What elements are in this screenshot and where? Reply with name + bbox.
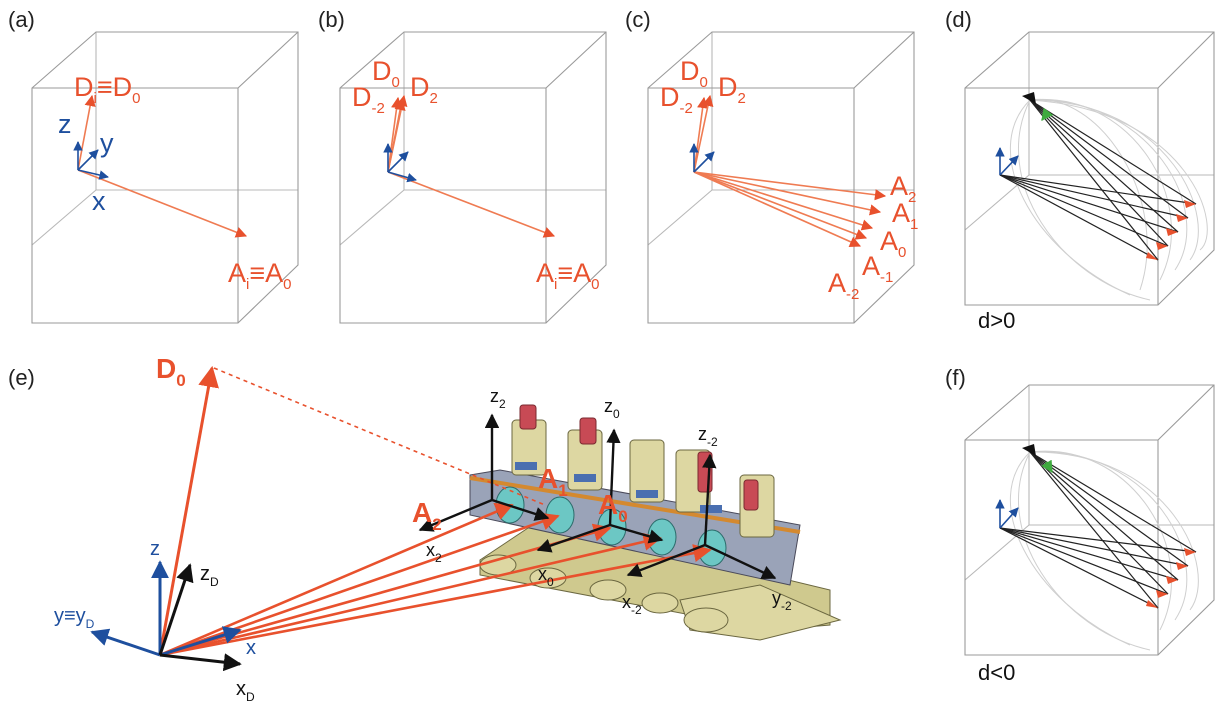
dashed-link [213, 367, 546, 506]
label-z: z [150, 538, 160, 560]
label-x2: x2 [426, 540, 442, 565]
label-x: x [92, 186, 106, 216]
panel-d-label: (d) [945, 7, 972, 32]
panel-b: (b) D0 D2 D-2 Ai≡A0 [318, 7, 607, 324]
label-am2: A-2 [828, 268, 859, 303]
detector-normal-icon [1041, 459, 1053, 474]
label-x: x [246, 637, 256, 659]
label-a2: A2 [890, 171, 916, 206]
label-A1: A1 [538, 463, 568, 500]
local-axes [418, 413, 777, 580]
label-xm2: x-2 [622, 592, 642, 617]
ray-a1 [693, 171, 882, 216]
panel-a-box [31, 31, 299, 324]
panel-b-label: (b) [318, 7, 345, 32]
label-A0: A0 [598, 489, 628, 526]
panel-a-label: (a) [8, 7, 35, 32]
label-am1: A-1 [862, 251, 893, 286]
detector-icon [1022, 92, 1036, 104]
axis-y-icon [90, 628, 161, 657]
ray-am1 [693, 171, 868, 240]
vector-d0 [693, 96, 709, 173]
panel-c-label: (c) [625, 7, 651, 32]
label-d2: D2 [718, 72, 746, 107]
vector-d-i [77, 94, 96, 171]
ray-a-i [77, 169, 248, 238]
ray-fan [999, 451, 1197, 609]
label-ym2: y-2 [772, 588, 792, 613]
label-z: z [58, 109, 72, 139]
detector-normal-icon [1041, 107, 1054, 121]
axis-y-icon [77, 149, 99, 171]
arc-trajectories [1009, 450, 1199, 651]
label-a0: A0 [880, 226, 906, 261]
label-A2: A2 [412, 497, 442, 534]
label-y: y [100, 128, 114, 158]
axis-y-icon [999, 507, 1019, 529]
axis-zD-icon [158, 563, 194, 656]
detector-icon [1022, 444, 1036, 456]
axis-y-icon [387, 151, 409, 173]
axis-xD-icon [159, 653, 242, 672]
caption-d-negative: d<0 [978, 660, 1015, 685]
ray-fan [999, 99, 1197, 261]
label-a1: A1 [892, 198, 918, 233]
label-ai-a0: Ai≡A0 [228, 258, 291, 293]
label-D0: D0 [156, 353, 186, 390]
goniometer-assembly [469, 404, 842, 641]
panel-c: (c) D0 D2 D-2 A2 A1 A0 A-1 A-2 [625, 7, 918, 324]
label-d0: D0 [680, 56, 708, 91]
ray-arrowheads [1146, 548, 1196, 608]
label-x0: x0 [538, 564, 554, 589]
panel-e-label: (e) [8, 365, 35, 390]
vector-D0 [158, 365, 219, 656]
label-di-d0: Di≡D0 [74, 72, 140, 107]
vector-dm2 [387, 98, 406, 173]
ray-am2 [693, 171, 862, 248]
panel-f: (f) [945, 365, 1215, 685]
label-z2: z2 [490, 386, 506, 411]
label-dm2: D-2 [352, 82, 385, 117]
axis-x-icon [77, 169, 109, 180]
label-zm2: z-2 [698, 424, 718, 449]
label-d0: D0 [372, 56, 400, 91]
label-d2: D2 [410, 72, 438, 107]
axis-x-icon [387, 171, 417, 183]
panel-b-box [339, 31, 607, 324]
label-xD: xD [236, 678, 255, 704]
panel-e: (e) [8, 353, 842, 704]
axis-y-icon [999, 155, 1019, 176]
label-z0: z0 [604, 396, 620, 421]
axis-x-icon [159, 626, 242, 657]
ray-arrowheads [1146, 200, 1196, 260]
caption-d-positive: d>0 [978, 308, 1015, 333]
ray-a-i-b [387, 171, 556, 238]
panel-f-label: (f) [945, 365, 966, 390]
panel-d: (d) [945, 7, 1215, 333]
ray-a0 [693, 171, 874, 231]
label-dm2: D-2 [660, 82, 693, 117]
ray-a2 [693, 171, 887, 201]
axis-y-icon [693, 151, 715, 173]
vector-d2 [693, 94, 714, 173]
label-ai-a0: Ai≡A0 [536, 258, 599, 293]
label-y-yD: y≡yD [54, 605, 95, 631]
panel-a: (a) Di≡D0 z y x Ai≡A0 [8, 7, 299, 324]
label-zD: zD [200, 563, 219, 589]
panel-d-box [964, 31, 1215, 306]
